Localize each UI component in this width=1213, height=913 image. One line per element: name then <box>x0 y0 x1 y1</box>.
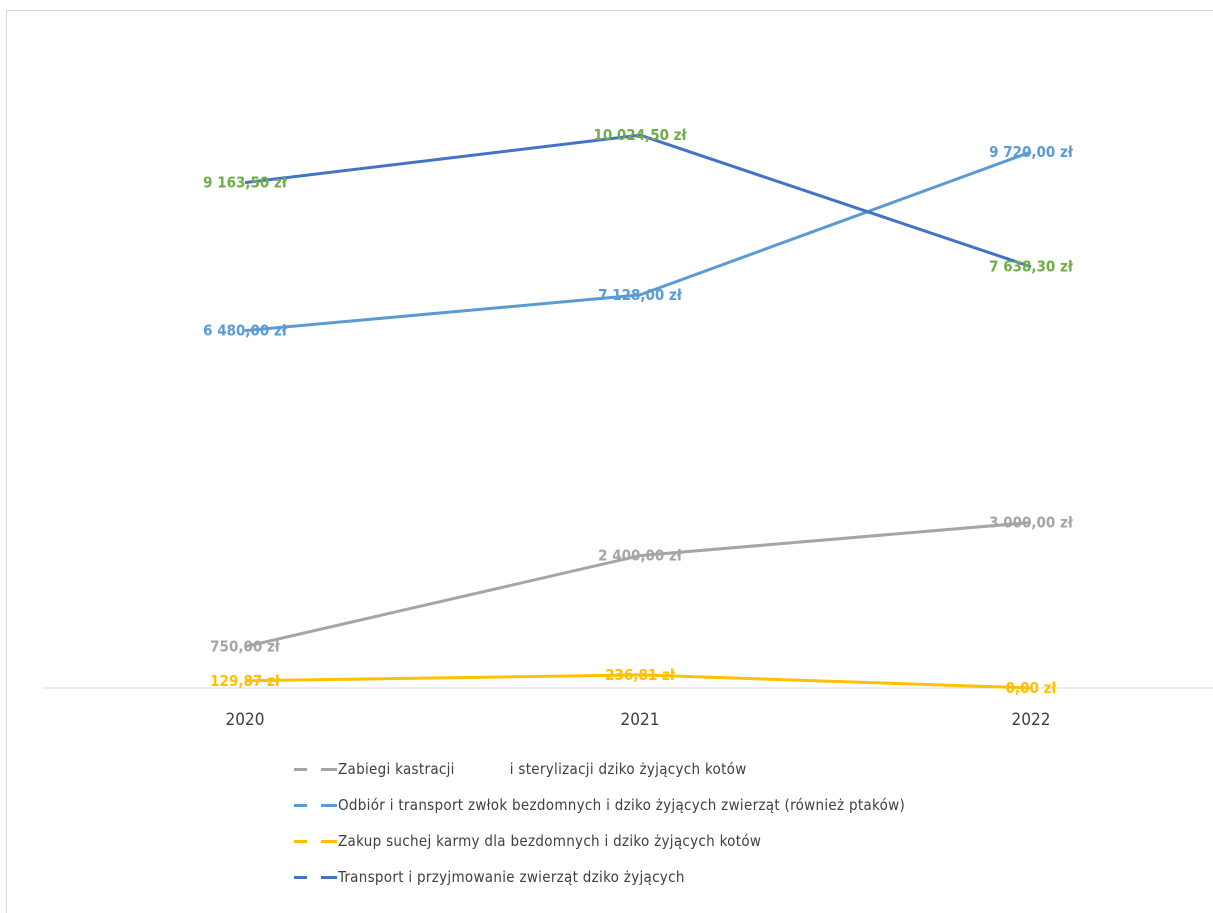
legend-label-1: Odbiór i transport zwłok bezdomnych i dz… <box>338 796 906 814</box>
legend-label-0: Zabiegi kastracji i sterylizacji dziko ż… <box>338 760 747 778</box>
data-label-s3-p0: 9 163,50 zł <box>203 174 288 192</box>
legend-label-3: Transport i przyjmowanie zwierząt dziko … <box>338 868 685 886</box>
legend-swatch-0 <box>292 752 338 786</box>
legend-item-1: Odbiór i transport zwłok bezdomnych i dz… <box>292 788 905 824</box>
data-label-s2-p1: 236,81 zł <box>605 666 676 684</box>
legend-swatch-2 <box>292 824 338 858</box>
data-label-s0-p1: 2 400,00 zł <box>598 547 683 565</box>
legend-item-0: Zabiegi kastracji i sterylizacji dziko ż… <box>292 752 905 788</box>
data-label-s3-p2: 7 638,30 zł <box>989 258 1074 276</box>
legend-swatch-1 <box>292 788 338 822</box>
series-layer <box>244 133 1032 690</box>
chart-frame <box>6 10 1213 913</box>
series-line-0 <box>244 521 1032 649</box>
data-label-s3-p1: 10 024,50 zł <box>593 126 687 144</box>
data-labels: 750,00 zł 2 400,00 zł 3 000,00 zł 6 480,00 … <box>203 126 1074 697</box>
data-label-s0-p0: 750,00 zł <box>210 638 281 656</box>
legend-label-2: Zakup suchej karmy dla bezdomnych i dzik… <box>338 832 762 850</box>
data-label-s1-p0: 6 480,00 zł <box>203 322 288 340</box>
series-line-2 <box>244 673 1032 690</box>
data-label-s1-p2: 9 720,00 zł <box>989 143 1074 161</box>
data-label-s2-p2: 0,00 zł <box>1006 679 1058 697</box>
legend-item-2: Zakup suchej karmy dla bezdomnych i dzik… <box>292 824 905 860</box>
data-label-s2-p0: 129,87 zł <box>210 672 281 690</box>
legend: Zabiegi kastracji i sterylizacji dziko ż… <box>292 752 905 896</box>
data-label-s1-p1: 7 128,00 zł <box>598 286 683 304</box>
data-label-s0-p2: 3 000,00 zł <box>989 514 1074 532</box>
x-tick-label-2022: 2022 <box>1012 710 1051 730</box>
x-axis-ticks: 2020 2021 2022 <box>226 710 1051 730</box>
legend-swatch-3 <box>292 860 338 894</box>
series-line-3 <box>244 133 1032 269</box>
series-line-1 <box>244 150 1032 333</box>
x-tick-label-2020: 2020 <box>226 710 265 730</box>
x-tick-label-2021: 2021 <box>621 710 660 730</box>
legend-item-3: Transport i przyjmowanie zwierząt dziko … <box>292 860 905 896</box>
